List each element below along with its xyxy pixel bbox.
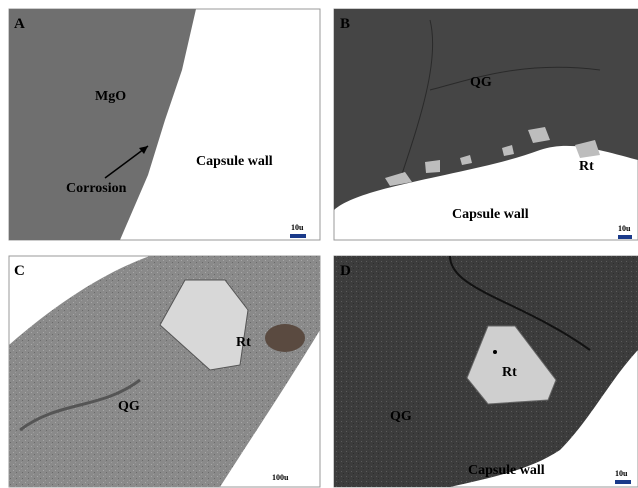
panel-d: D Rt QG Capsule wall 10u — [334, 256, 638, 487]
label: QG — [118, 399, 140, 414]
scale-label: 10u — [615, 469, 628, 478]
scale-bar — [618, 235, 632, 239]
label: Corrosion — [66, 181, 127, 196]
scale-bar — [615, 480, 631, 484]
label: MgO — [95, 89, 126, 104]
label: Rt — [502, 365, 517, 380]
inclusion — [265, 324, 305, 352]
figure: A MgO Corrosion Capsule wall 10u B QG Rt… — [0, 0, 638, 488]
panel-letter: A — [14, 16, 25, 32]
label: QG — [390, 409, 412, 424]
scale-label: 10u — [291, 223, 304, 232]
label: Capsule wall — [452, 207, 529, 222]
panel-c: C Rt QG 100u — [9, 256, 320, 487]
scale-bar — [290, 234, 306, 238]
label: Capsule wall — [196, 154, 273, 169]
scale-label: 10u — [618, 224, 631, 233]
panel-b: B QG Rt Capsule wall 10u — [334, 9, 638, 240]
label: Rt — [236, 335, 251, 350]
scale-label: 100u — [272, 473, 289, 482]
inclusion — [493, 350, 497, 354]
panel-letter: B — [340, 16, 350, 32]
label: QG — [470, 75, 492, 90]
panel-letter: D — [340, 263, 351, 279]
label: Rt — [579, 159, 594, 174]
label: Capsule wall — [468, 463, 545, 478]
panel-letter: C — [14, 263, 25, 279]
panel-a: A MgO Corrosion Capsule wall 10u — [9, 9, 320, 240]
